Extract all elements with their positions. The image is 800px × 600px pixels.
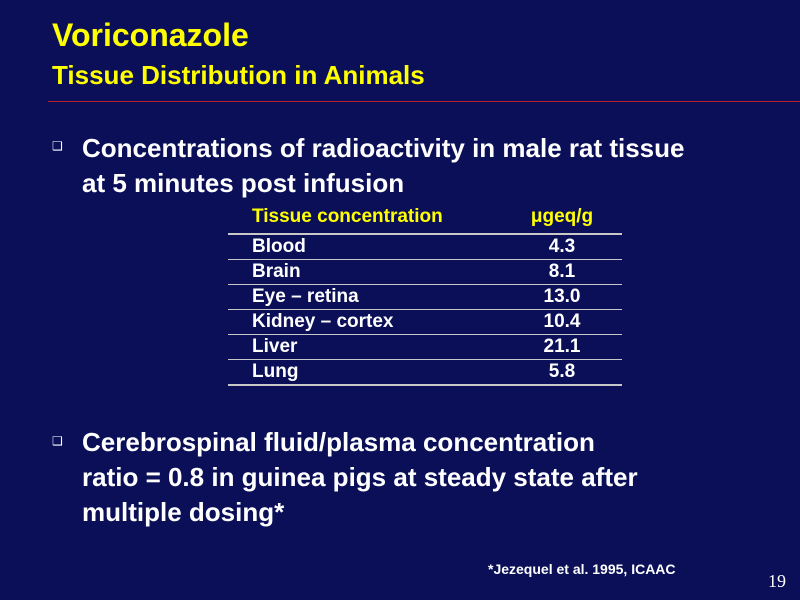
tissue-name: Brain — [228, 259, 502, 285]
tissue-value: 4.3 — [502, 234, 622, 260]
bullet-2-line-2: ratio = 0.8 in guinea pigs at steady sta… — [82, 462, 638, 492]
table-row: Brain 8.1 — [228, 259, 622, 285]
table-row: Kidney – cortex 10.4 — [228, 309, 622, 335]
table-row: Blood 4.3 — [228, 234, 622, 260]
title-divider — [48, 101, 800, 102]
table-header-row: Tissue concentration μgeq/g — [228, 201, 622, 235]
bullet-2-line-1: Cerebrospinal fluid/plasma concentration — [82, 427, 595, 457]
table-row: Eye – retina 13.0 — [228, 284, 622, 310]
bullet-1-line-1: Concentrations of radioactivity in male … — [82, 133, 685, 163]
table-row: Lung 5.8 — [228, 359, 622, 386]
bullet-square-icon: ❑ — [52, 434, 63, 448]
tissue-name: Lung — [228, 359, 502, 386]
tissue-name: Eye – retina — [228, 284, 502, 310]
tissue-name: Liver — [228, 334, 502, 360]
tissue-value: 5.8 — [502, 359, 622, 386]
tissue-value: 10.4 — [502, 309, 622, 335]
bullet-text-1: Concentrations of radioactivity in male … — [82, 131, 684, 201]
bullet-2-line-3: multiple dosing* — [82, 497, 285, 527]
table-header-unit: μgeq/g — [502, 201, 622, 235]
slide-subtitle: Tissue Distribution in Animals — [52, 60, 425, 90]
bullet-text-2: Cerebrospinal fluid/plasma concentration… — [82, 425, 638, 530]
table-header-tissue: Tissue concentration — [228, 201, 502, 235]
tissue-value: 21.1 — [502, 334, 622, 360]
tissue-concentration-table: Tissue concentration μgeq/g Blood 4.3 Br… — [228, 201, 622, 386]
table-row: Liver 21.1 — [228, 334, 622, 360]
bullet-1-line-2: at 5 minutes post infusion — [82, 168, 405, 198]
slide-title: Voriconazole — [52, 17, 249, 53]
bullet-square-icon: ❑ — [52, 139, 63, 153]
tissue-value: 8.1 — [502, 259, 622, 285]
page-number: 19 — [768, 571, 786, 591]
footnote-citation: *Jezequel et al. 1995, ICAAC — [488, 561, 676, 577]
tissue-name: Blood — [228, 234, 502, 260]
tissue-name: Kidney – cortex — [228, 309, 502, 335]
tissue-value: 13.0 — [502, 284, 622, 310]
